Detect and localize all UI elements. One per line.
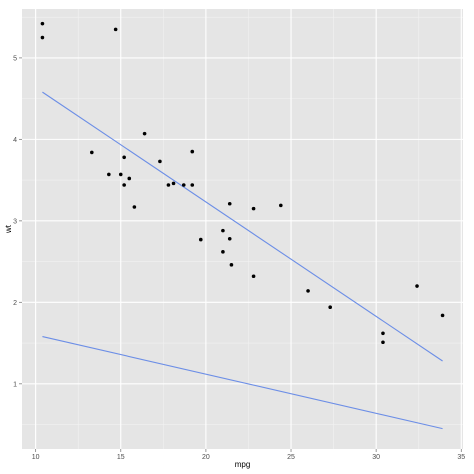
- y-axis-ticks: 1 2 3 4 5: [13, 55, 22, 388]
- data-point: [221, 250, 225, 254]
- data-point: [118, 172, 123, 177]
- data-point: [251, 274, 256, 279]
- data-point: [122, 155, 126, 160]
- data-points: [40, 21, 445, 345]
- data-point: [306, 289, 310, 293]
- data-point: [40, 35, 45, 40]
- data-point: [229, 263, 234, 267]
- data-point: [415, 284, 419, 288]
- y-tick-label: 4: [13, 137, 17, 144]
- y-tick-label: 5: [13, 55, 17, 62]
- fit-line-1: [42, 91, 443, 362]
- y-tick-label: 1: [13, 381, 17, 388]
- data-point: [90, 150, 94, 155]
- grid-minor: [22, 9, 463, 449]
- y-axis-title: wt: [4, 224, 13, 234]
- data-point: [166, 183, 171, 187]
- data-point: [132, 205, 137, 209]
- y-tick-label: 3: [13, 218, 17, 225]
- data-point: [381, 331, 385, 336]
- data-point: [328, 305, 332, 310]
- data-point: [221, 228, 225, 233]
- data-point: [190, 149, 195, 154]
- x-tick-label: 20: [202, 454, 210, 461]
- data-point: [279, 203, 283, 208]
- data-point: [142, 131, 147, 136]
- panel-background: [22, 9, 463, 449]
- x-tick-label: 15: [117, 454, 125, 461]
- x-tick-label: 30: [372, 454, 380, 461]
- data-point: [198, 237, 203, 242]
- data-point: [127, 176, 132, 181]
- x-tick-label: 10: [32, 454, 40, 461]
- data-point: [227, 201, 232, 206]
- data-point: [107, 172, 111, 177]
- x-axis-ticks: 10 15 20 25 30 35: [32, 449, 465, 461]
- data-point: [113, 27, 118, 32]
- grid-major: [22, 9, 463, 449]
- y-tick-label: 2: [13, 300, 17, 307]
- x-tick-label: 35: [457, 454, 465, 461]
- data-point: [381, 340, 385, 345]
- data-point: [122, 183, 126, 187]
- data-point: [171, 181, 176, 186]
- fit-line-2: [42, 336, 443, 430]
- data-point: [40, 21, 45, 26]
- data-point: [158, 159, 162, 164]
- fit-lines: [42, 91, 443, 430]
- data-point: [227, 236, 232, 241]
- x-tick-label: 25: [287, 454, 295, 461]
- data-point: [251, 206, 256, 211]
- data-point: [181, 183, 186, 187]
- x-axis-title: mpg: [235, 460, 251, 469]
- data-point: [190, 183, 195, 187]
- data-point: [440, 313, 445, 318]
